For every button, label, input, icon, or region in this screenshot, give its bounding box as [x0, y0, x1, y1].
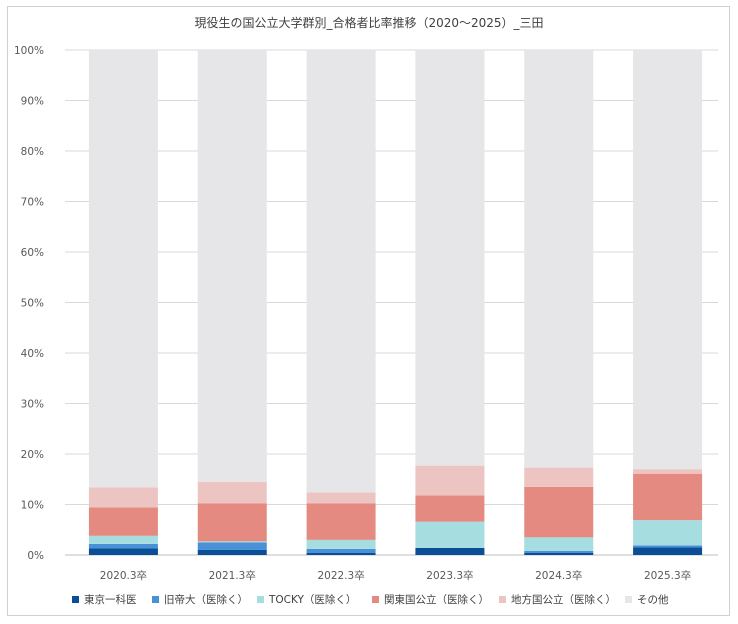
x-tick-label: 2021.3卒 — [209, 569, 256, 582]
bar-segment — [633, 50, 703, 470]
bar-segment — [306, 552, 376, 555]
bar-segment — [306, 503, 376, 540]
bar-segment — [524, 552, 594, 555]
bar-segment — [415, 50, 485, 466]
chart-title: 現役生の国公立大学群別_合格者比率推移（2020〜2025）_三田 — [194, 16, 544, 30]
y-tick-label: 40% — [21, 348, 44, 360]
bar-segment — [524, 50, 594, 468]
bar-segment — [197, 50, 267, 482]
bar-segment — [415, 465, 485, 496]
legend-label: 旧帝大（医除く） — [164, 593, 248, 606]
legend-swatch — [72, 596, 79, 603]
y-tick-label: 100% — [14, 45, 44, 57]
bar-segment — [88, 487, 158, 508]
bar-segment — [415, 547, 485, 555]
bar-segment — [415, 521, 485, 548]
legend-label: 地方国公立（医除く） — [511, 593, 616, 606]
x-axis-ticks: 2020.3卒 2021.3卒 2022.3卒 2023.3卒 2024.3卒 2025.… — [100, 569, 691, 582]
bars — [88, 50, 703, 555]
bar-segment — [197, 541, 267, 543]
legend: 東京一科医 旧帝大（医除く） TOCKY（医除く） 関東国公立（医除く） 地方国公立（医… — [72, 593, 669, 606]
y-tick-label: 70% — [21, 197, 44, 209]
bar-segment — [88, 507, 158, 536]
bar-segment — [88, 50, 158, 488]
y-tick-label: 50% — [21, 298, 44, 310]
y-tick-label: 60% — [21, 247, 44, 259]
legend-label: その他 — [637, 593, 669, 606]
bar-segment — [633, 547, 703, 555]
legend-swatch — [625, 596, 632, 603]
legend-label: 東京一科医 — [84, 593, 137, 606]
y-tick-label: 20% — [21, 449, 44, 461]
legend-swatch — [257, 596, 264, 603]
bar-segment — [524, 537, 594, 551]
bar-segment — [306, 492, 376, 504]
x-tick-label: 2023.3卒 — [426, 569, 473, 582]
bar-segment — [633, 520, 703, 546]
bar-segment — [197, 481, 267, 504]
legend-swatch — [152, 596, 159, 603]
x-tick-label: 2024.3卒 — [535, 569, 582, 582]
legend-label: 関東国公立（医除く） — [384, 593, 489, 606]
bar-segment — [524, 550, 594, 553]
legend-label: TOCKY（医除く） — [268, 593, 356, 606]
y-tick-label: 90% — [21, 96, 44, 108]
legend-swatch — [372, 596, 379, 603]
bar-segment — [88, 543, 158, 549]
bar-segment — [197, 549, 267, 555]
bar-segment — [306, 548, 376, 553]
bar-segment — [88, 535, 158, 544]
bar-segment — [306, 50, 376, 493]
bar-segment — [524, 486, 594, 538]
x-tick-label: 2020.3卒 — [100, 569, 147, 582]
bar-segment — [197, 503, 267, 542]
y-tick-label: 80% — [21, 146, 44, 158]
bar-segment — [633, 469, 703, 474]
bar-segment — [633, 545, 703, 548]
bar-segment — [524, 467, 594, 487]
legend-swatch — [499, 596, 506, 603]
x-tick-label: 2025.3卒 — [644, 569, 691, 582]
y-tick-label: 0% — [27, 550, 44, 562]
x-tick-label: 2022.3卒 — [317, 569, 364, 582]
bar-segment — [306, 539, 376, 549]
gridlines — [65, 49, 718, 556]
y-tick-label: 30% — [21, 399, 44, 411]
y-tick-label: 10% — [21, 500, 44, 512]
y-axis-ticks: 0% 10% 20% 30% 40% 50% 60% 70% 80% 90% 100% — [14, 45, 44, 562]
bar-segment — [633, 473, 703, 521]
bar-segment — [415, 495, 485, 522]
bar-segment — [88, 548, 158, 555]
bar-segment — [197, 542, 267, 550]
